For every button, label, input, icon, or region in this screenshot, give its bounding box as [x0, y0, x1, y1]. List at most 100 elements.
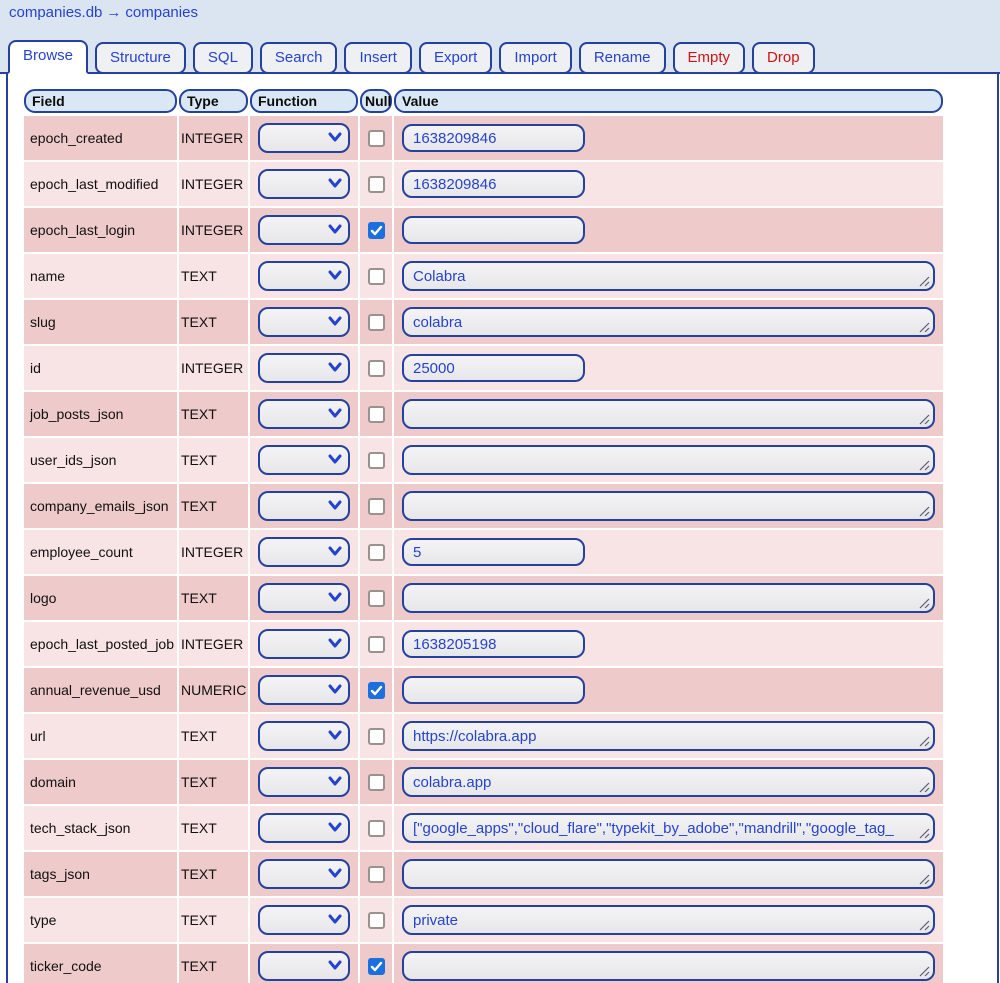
- null-checkbox[interactable]: [367, 267, 385, 285]
- field-type-label: INTEGER: [179, 346, 248, 390]
- function-select-wrap: [258, 675, 350, 705]
- null-checkbox[interactable]: [367, 727, 385, 745]
- null-checkbox[interactable]: [367, 313, 385, 331]
- function-select[interactable]: [258, 813, 350, 843]
- null-checkbox[interactable]: [367, 957, 385, 975]
- field-type-label: TEXT: [179, 576, 248, 620]
- function-select[interactable]: [258, 583, 350, 613]
- field-type-label: TEXT: [179, 898, 248, 942]
- value-textarea[interactable]: [402, 261, 935, 291]
- breadcrumb-database-link[interactable]: companies.db: [9, 4, 103, 21]
- function-select[interactable]: [258, 261, 350, 291]
- null-checkbox[interactable]: [367, 589, 385, 607]
- value-input-wrap: [402, 354, 585, 382]
- function-select[interactable]: [258, 215, 350, 245]
- field-type-label: TEXT: [179, 852, 248, 896]
- field-name-label: ticker_code: [24, 944, 177, 983]
- null-checkbox[interactable]: [367, 451, 385, 469]
- form-header-row: Field Type Function Null Value: [24, 89, 943, 113]
- function-select[interactable]: [258, 951, 350, 981]
- null-checkbox[interactable]: [367, 129, 385, 147]
- value-input[interactable]: [402, 124, 585, 152]
- value-textarea-wrap: [402, 813, 935, 843]
- value-textarea[interactable]: [402, 491, 935, 521]
- tab-export[interactable]: Export: [418, 42, 493, 74]
- tab-sql[interactable]: SQL: [192, 42, 253, 74]
- null-checkbox[interactable]: [367, 635, 385, 653]
- field-name-label: id: [24, 346, 177, 390]
- function-select[interactable]: [258, 675, 350, 705]
- tab-insert[interactable]: Insert: [344, 42, 412, 74]
- tab-rename[interactable]: Rename: [578, 42, 666, 74]
- field-type-label: TEXT: [179, 760, 248, 804]
- value-textarea[interactable]: [402, 399, 935, 429]
- breadcrumb-arrow: →: [106, 4, 122, 21]
- value-textarea[interactable]: [402, 905, 935, 935]
- field-type-label: TEXT: [179, 438, 248, 482]
- null-checkbox[interactable]: [367, 865, 385, 883]
- null-checkbox[interactable]: [367, 359, 385, 377]
- tab-search[interactable]: Search: [259, 42, 338, 74]
- value-input[interactable]: [402, 538, 585, 566]
- value-input-wrap: [402, 124, 585, 152]
- value-textarea[interactable]: [402, 859, 935, 889]
- field-name-label: epoch_last_modified: [24, 162, 177, 206]
- value-textarea-wrap: [402, 859, 935, 889]
- function-select[interactable]: [258, 123, 350, 153]
- tab-empty[interactable]: Empty: [672, 42, 746, 74]
- null-checkbox[interactable]: [367, 911, 385, 929]
- value-textarea[interactable]: [402, 951, 935, 981]
- function-select[interactable]: [258, 721, 350, 751]
- function-select[interactable]: [258, 353, 350, 383]
- value-input-wrap: [402, 676, 585, 704]
- value-textarea[interactable]: [402, 767, 935, 797]
- function-select[interactable]: [258, 445, 350, 475]
- null-checkbox[interactable]: [367, 405, 385, 423]
- value-input[interactable]: [402, 354, 585, 382]
- field-name-label: employee_count: [24, 530, 177, 574]
- value-input[interactable]: [402, 630, 585, 658]
- value-input-wrap: [402, 538, 585, 566]
- value-textarea-wrap: [402, 399, 935, 429]
- function-select[interactable]: [258, 307, 350, 337]
- breadcrumb-table-link[interactable]: companies: [125, 4, 198, 21]
- value-input-wrap: [402, 170, 585, 198]
- tab-structure[interactable]: Structure: [95, 42, 186, 74]
- value-input[interactable]: [402, 676, 585, 704]
- field-type-label: INTEGER: [179, 162, 248, 206]
- value-textarea[interactable]: [402, 721, 935, 751]
- null-checkbox[interactable]: [367, 681, 385, 699]
- function-select-wrap: [258, 813, 350, 843]
- function-select[interactable]: [258, 537, 350, 567]
- function-select[interactable]: [258, 169, 350, 199]
- null-checkbox[interactable]: [367, 819, 385, 837]
- tab-drop[interactable]: Drop: [752, 42, 815, 74]
- function-select[interactable]: [258, 629, 350, 659]
- null-checkbox[interactable]: [367, 175, 385, 193]
- value-textarea[interactable]: [402, 813, 935, 843]
- function-select-wrap: [258, 583, 350, 613]
- tab-browse[interactable]: Browse: [8, 40, 89, 74]
- null-checkbox[interactable]: [367, 543, 385, 561]
- function-select[interactable]: [258, 767, 350, 797]
- value-textarea[interactable]: [402, 307, 935, 337]
- field-type-label: INTEGER: [179, 622, 248, 666]
- value-input[interactable]: [402, 170, 585, 198]
- function-select-wrap: [258, 767, 350, 797]
- tab-import[interactable]: Import: [499, 42, 572, 74]
- null-checkbox[interactable]: [367, 497, 385, 515]
- value-textarea[interactable]: [402, 583, 935, 613]
- function-select[interactable]: [258, 491, 350, 521]
- null-checkbox[interactable]: [367, 221, 385, 239]
- value-input[interactable]: [402, 216, 585, 244]
- function-select[interactable]: [258, 859, 350, 889]
- function-select[interactable]: [258, 399, 350, 429]
- function-select[interactable]: [258, 905, 350, 935]
- field-type-label: INTEGER: [179, 530, 248, 574]
- field-type-label: TEXT: [179, 944, 248, 983]
- value-textarea[interactable]: [402, 445, 935, 475]
- null-checkbox[interactable]: [367, 773, 385, 791]
- function-select-wrap: [258, 307, 350, 337]
- function-select-wrap: [258, 905, 350, 935]
- value-textarea-wrap: [402, 491, 935, 521]
